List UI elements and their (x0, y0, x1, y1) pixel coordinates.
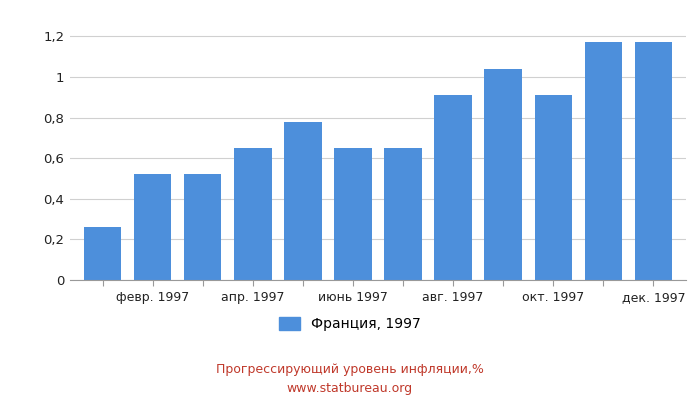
Bar (134, 174, 172, 280)
Text: www.statbureau.org: www.statbureau.org (287, 382, 413, 395)
Bar (284, 122, 322, 280)
Text: Прогрессирующий уровень инфляции,%: Прогрессирующий уровень инфляции,% (216, 364, 484, 376)
Bar (584, 42, 622, 280)
Bar (635, 42, 672, 280)
Bar (434, 95, 472, 280)
Bar (384, 148, 422, 280)
Bar (334, 148, 372, 280)
Bar (84, 227, 121, 280)
Bar (484, 69, 522, 280)
Legend: Франция, 1997: Франция, 1997 (279, 317, 421, 331)
Bar (184, 174, 221, 280)
Bar (535, 95, 572, 280)
Bar (234, 148, 272, 280)
